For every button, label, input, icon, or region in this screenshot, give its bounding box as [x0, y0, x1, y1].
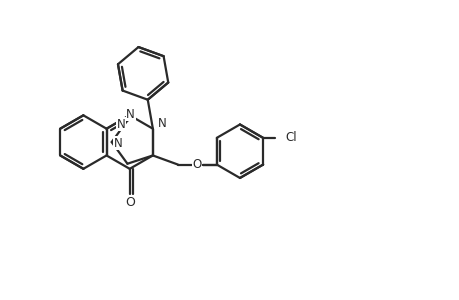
Text: N: N [113, 136, 122, 150]
Text: N: N [157, 117, 166, 130]
Text: N: N [117, 118, 125, 131]
Text: Cl: Cl [284, 131, 296, 144]
Text: O: O [192, 158, 201, 171]
Text: N: N [126, 108, 135, 121]
Text: O: O [124, 196, 134, 209]
